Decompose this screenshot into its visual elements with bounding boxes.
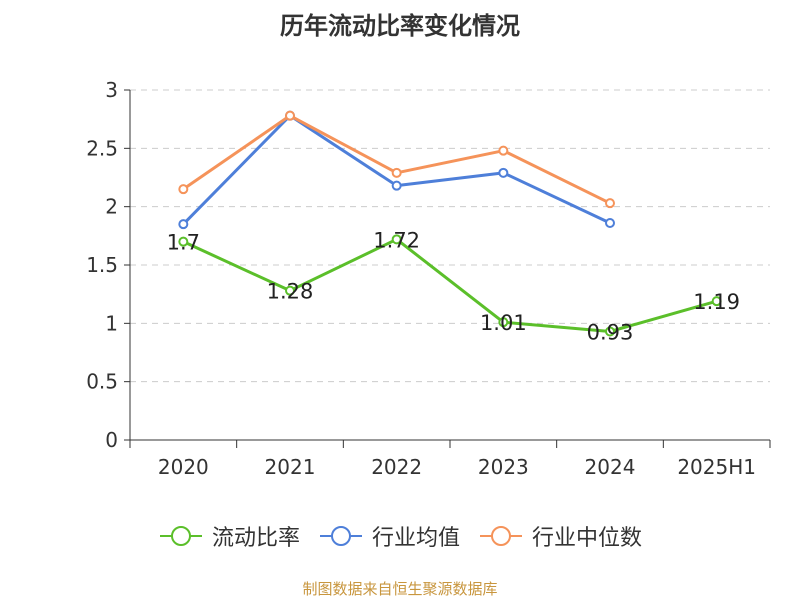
legend-item[interactable]: 流动比率 <box>158 520 300 552</box>
data-point <box>605 326 615 337</box>
data-point <box>285 110 295 121</box>
y-tick-label: 1 <box>105 311 118 335</box>
series-line <box>182 237 718 333</box>
chart-title: 历年流动比率变化情况 <box>280 12 520 40</box>
legend: 流动比率 行业均值 行业中位数 <box>0 520 800 552</box>
legend-swatch-icon <box>159 526 202 546</box>
legend-label: 行业中位数 <box>532 526 643 551</box>
legend-label: 流动比率 <box>211 526 300 551</box>
data-label: 1.01 <box>480 311 527 335</box>
data-point <box>285 285 295 296</box>
data-point <box>711 296 722 307</box>
legend-label: 行业均值 <box>371 526 460 551</box>
data-label: 1.72 <box>373 228 420 252</box>
data-point <box>391 180 402 191</box>
legend-marker <box>330 526 351 546</box>
legend-swatch-icon <box>480 526 522 546</box>
y-tick-label: 2.5 <box>86 136 118 160</box>
data-point <box>605 198 615 209</box>
legend-item[interactable]: 行业中位数 <box>478 520 642 552</box>
data-label: 1.7 <box>167 231 200 255</box>
data-point <box>391 167 402 178</box>
y-tick-label: 0.5 <box>86 370 118 394</box>
data-point <box>605 218 615 228</box>
legend-item[interactable]: 行业均值 <box>318 520 460 552</box>
y-tick-label: 0 <box>105 428 118 452</box>
data-label: 0.93 <box>587 321 634 345</box>
y-tick-label: 3 <box>105 78 118 102</box>
data-point <box>178 219 189 230</box>
source-note: 制图数据来自恒生聚源数据库 <box>302 580 498 598</box>
x-tick-label: 2025H1 <box>677 455 756 479</box>
data-point <box>178 236 189 247</box>
data-point <box>391 234 402 245</box>
legend-marker <box>170 526 191 546</box>
y-tick-label: 1.5 <box>86 253 118 277</box>
data-label: 1.28 <box>267 280 314 304</box>
legend-marker <box>491 526 511 546</box>
data-point <box>178 184 189 195</box>
data-point <box>498 317 509 328</box>
x-tick-label: 2021 <box>265 455 316 479</box>
x-tick-label: 2023 <box>478 455 529 479</box>
data-point <box>498 167 509 178</box>
x-tick-label: 2020 <box>158 455 209 479</box>
legend-swatch-icon <box>319 526 362 546</box>
data-point <box>498 145 509 156</box>
x-tick-label: 2022 <box>371 455 422 479</box>
x-tick-label: 2024 <box>585 455 636 479</box>
data-label: 1.19 <box>693 290 740 314</box>
y-tick-label: 2 <box>105 195 118 219</box>
